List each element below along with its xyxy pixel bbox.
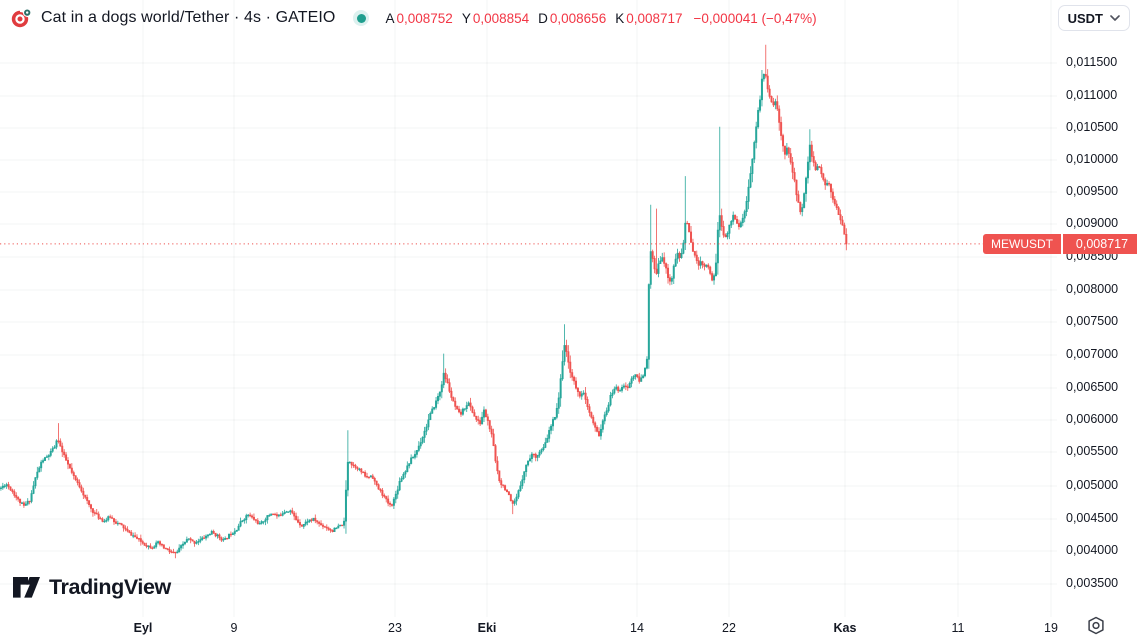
price-axis-label: 0,011500 [1066, 55, 1118, 69]
time-axis-label: 11 [951, 621, 965, 635]
time-axis-label: Eyl [133, 621, 153, 635]
open-value: 0,008752 [396, 10, 453, 26]
price-badge-value: 0,008717 [1063, 234, 1137, 254]
low-label: D [538, 10, 548, 26]
time-axis-label: 23 [388, 621, 402, 635]
time-axis-label: 19 [1044, 621, 1058, 635]
price-axis-label: 0,005000 [1066, 478, 1119, 492]
time-axis-label: 22 [722, 621, 736, 635]
high-label: Y [461, 10, 471, 26]
market-status-dot[interactable] [353, 10, 370, 26]
time-axis-label: Eki [477, 621, 497, 635]
price-axis-label: 0,007500 [1066, 314, 1119, 328]
time-axis-label: 14 [630, 621, 644, 635]
price-axis-label: 0,006500 [1066, 380, 1119, 394]
low-value: 0,008656 [549, 10, 607, 26]
price-axis-label: 0,005500 [1066, 444, 1119, 458]
tradingview-mark-icon [13, 576, 40, 598]
price-axis-label: 0,004500 [1066, 511, 1119, 525]
ohlc-values: A 0,008752 Y 0,008854 D 0,008656 K 0,008… [385, 11, 816, 26]
price-badge-symbol: MEWUSDT [983, 234, 1061, 254]
change-value: −0,000041 (−0,47%) [693, 10, 817, 26]
price-axis-label: 0,006000 [1066, 412, 1119, 426]
price-axis-label: 0,009500 [1066, 184, 1119, 198]
chart-settings-icon[interactable] [1086, 616, 1106, 635]
currency-dropdown[interactable]: USDT [1057, 5, 1130, 31]
price-axis-label: 0,003500 [1066, 576, 1119, 590]
high-value: 0,008854 [472, 10, 530, 26]
price-axis-label: 0,007000 [1066, 347, 1119, 361]
symbol-header: Cat in a dogs world/Tether · 4s · GATEIO… [11, 6, 817, 30]
current-price-badge: MEWUSDT 0,008717 [983, 234, 1137, 254]
chevron-down-icon [1110, 15, 1120, 21]
price-axis-label: 0,010000 [1066, 152, 1119, 166]
close-label: K [615, 10, 625, 26]
open-label: A [385, 10, 395, 26]
close-value: 0,008717 [626, 10, 683, 26]
symbol-title[interactable]: Cat in a dogs world/Tether · 4s · GATEIO [41, 9, 336, 26]
tradingview-logo[interactable]: TradingView [13, 575, 171, 600]
price-axis-label: 0,010500 [1066, 120, 1119, 134]
currency-dropdown-value: USDT [1067, 10, 1103, 26]
symbol-logo-icon [11, 8, 33, 28]
time-axis-label: Kas [833, 621, 857, 635]
tradingview-wordmark: TradingView [49, 575, 171, 599]
time-axis-label: 9 [230, 621, 238, 635]
price-axis-label: 0,008000 [1066, 282, 1119, 296]
price-axis-label: 0,004000 [1066, 543, 1119, 557]
price-axis-label: 0,011000 [1066, 88, 1118, 102]
price-axis-label: 0,009000 [1066, 216, 1119, 230]
